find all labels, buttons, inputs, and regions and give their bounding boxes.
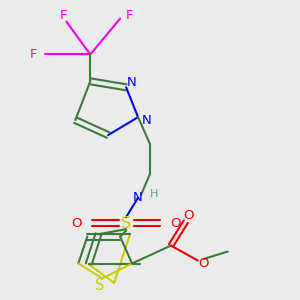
Text: O: O <box>72 217 82 230</box>
Text: O: O <box>184 209 194 222</box>
Text: N: N <box>133 191 143 204</box>
Text: F: F <box>60 9 67 22</box>
Text: H: H <box>150 189 159 199</box>
Text: N: N <box>127 76 137 89</box>
Text: S: S <box>94 278 104 293</box>
Text: F: F <box>30 48 37 61</box>
Text: O: O <box>170 217 181 230</box>
Text: S: S <box>121 216 131 231</box>
Text: N: N <box>142 114 152 127</box>
Text: O: O <box>199 257 209 270</box>
Text: F: F <box>125 9 133 22</box>
